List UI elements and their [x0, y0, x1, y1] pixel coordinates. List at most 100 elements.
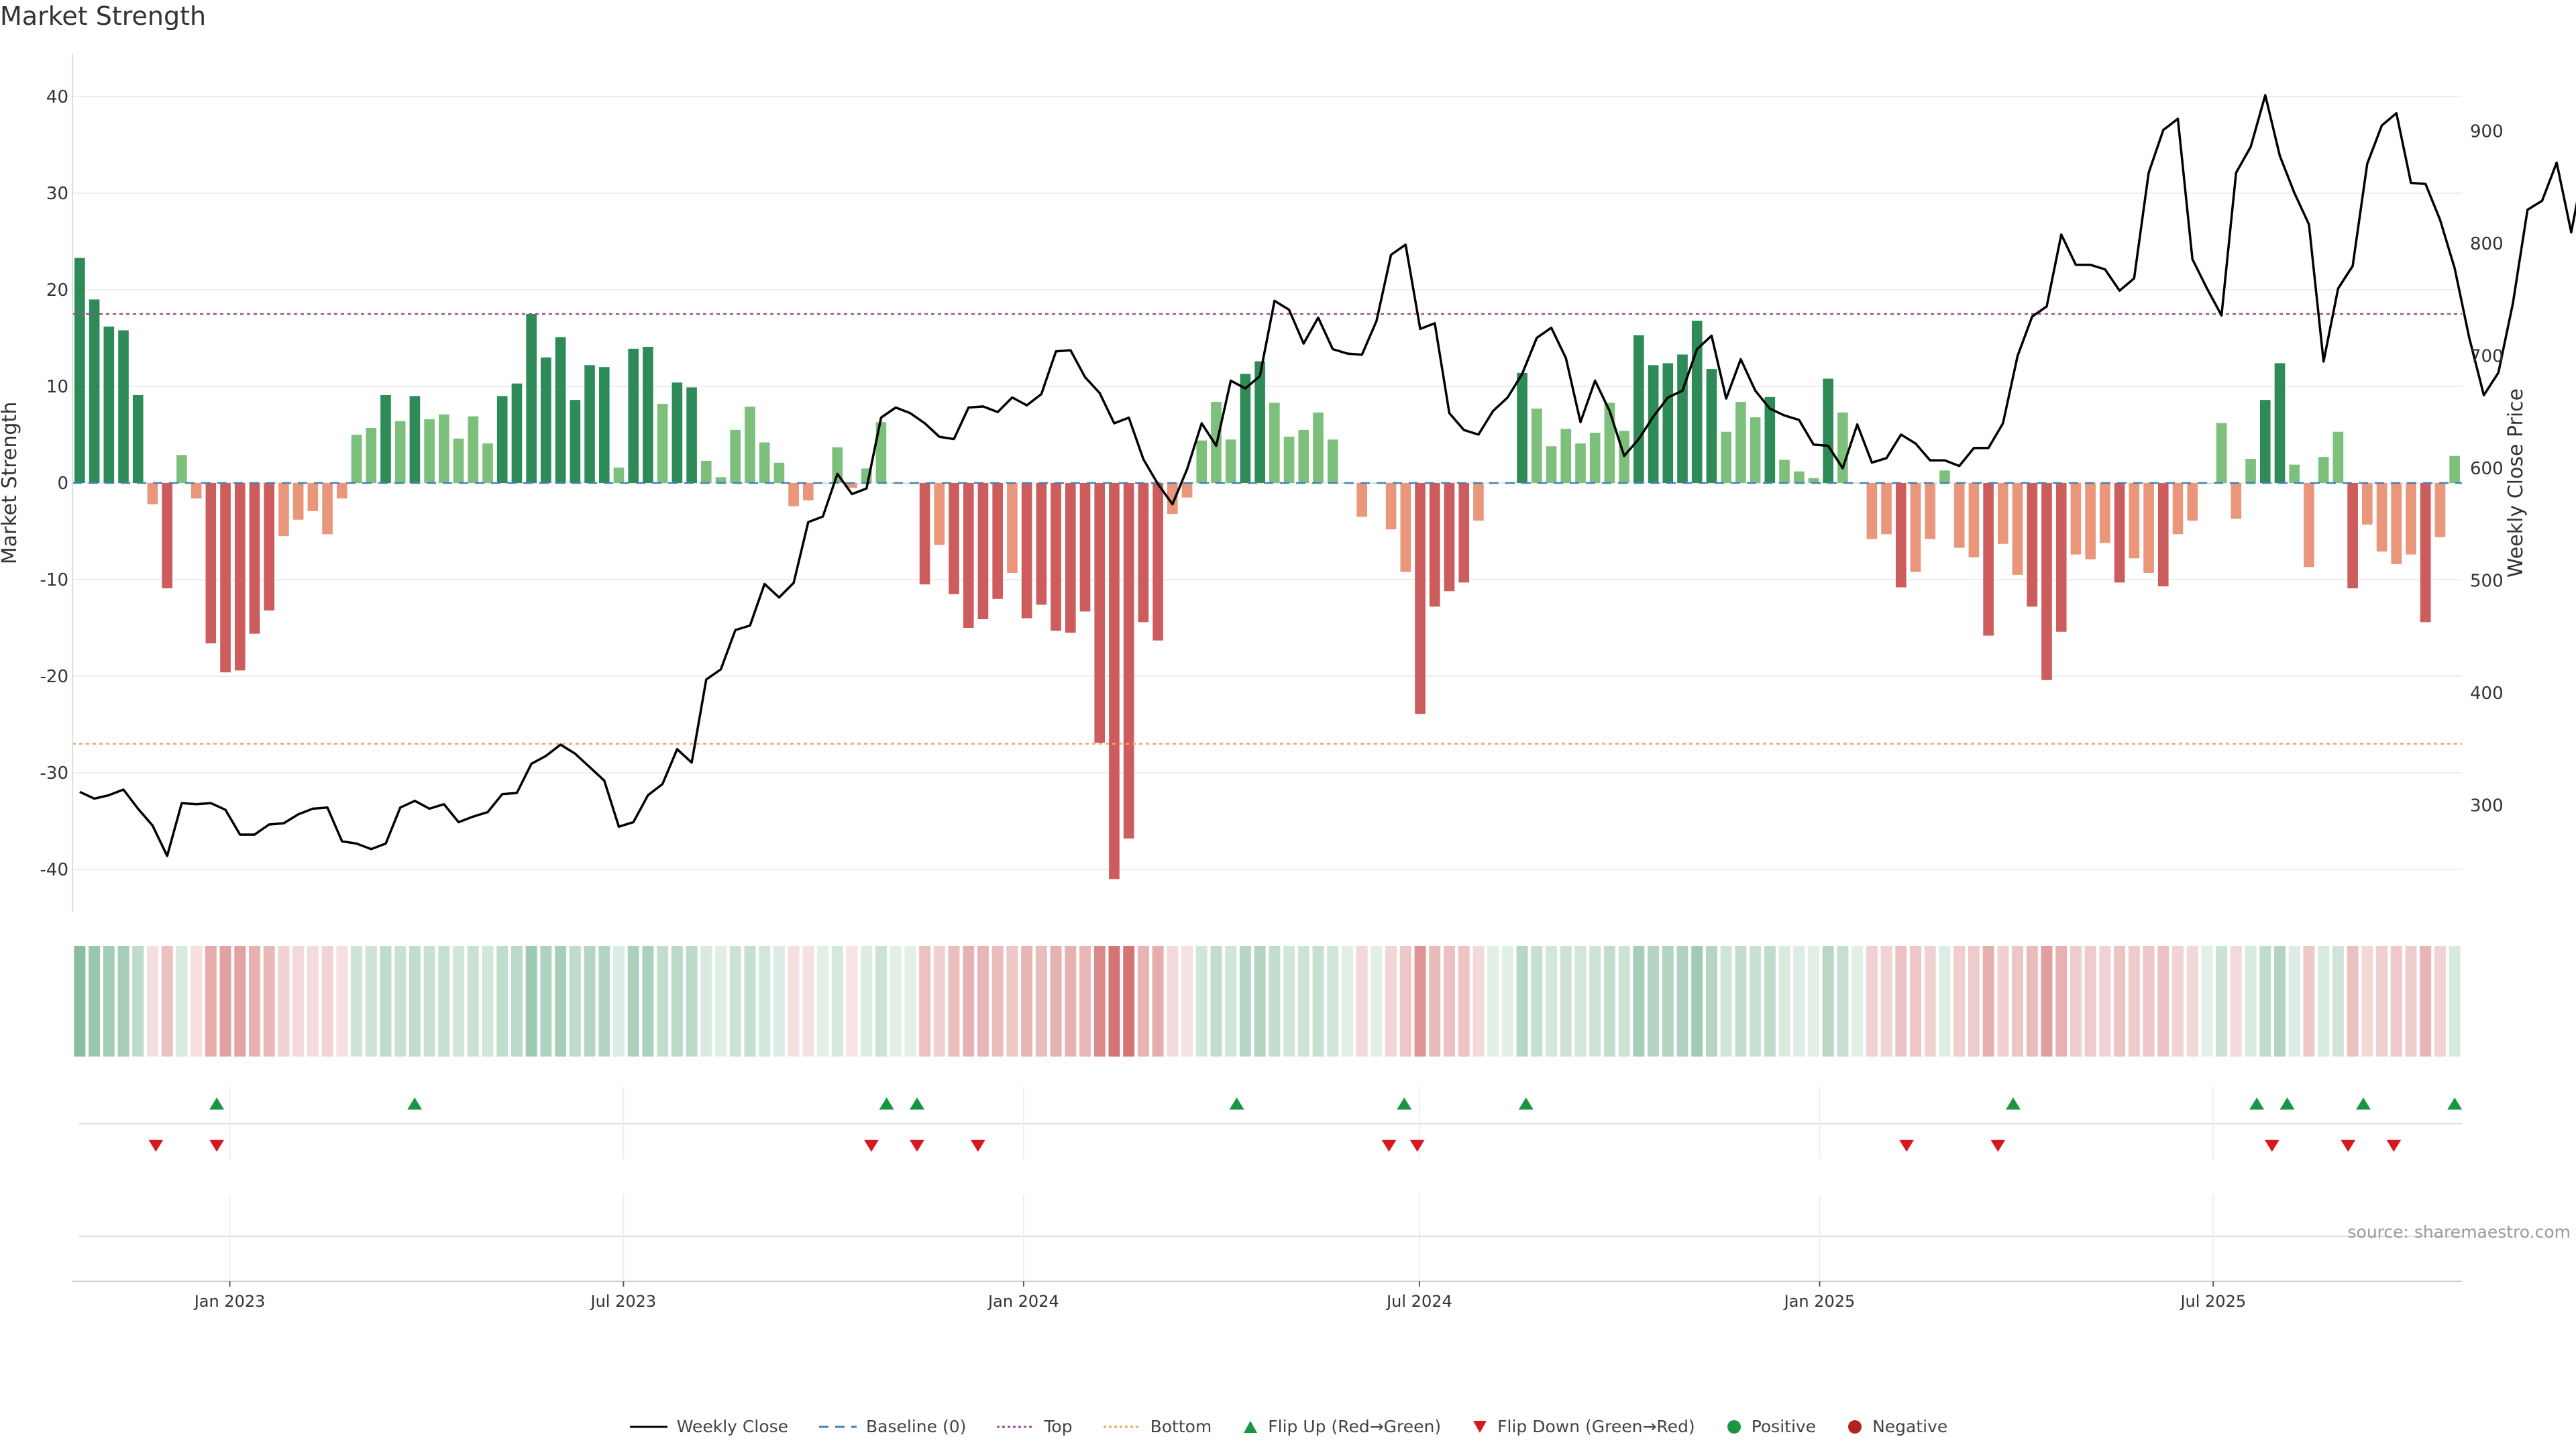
strength-bar: [1517, 372, 1527, 483]
strength-bar: [162, 483, 172, 588]
strength-bar: [1356, 483, 1367, 517]
heat-cell: [540, 946, 552, 1057]
heat-cell: [1297, 946, 1309, 1057]
heat-cell: [948, 946, 960, 1057]
y-tick-label: 0: [57, 474, 68, 494]
strength-bar: [1444, 483, 1455, 592]
strength-bar: [409, 396, 421, 483]
legend-item-baseline: Baseline (0): [818, 1417, 966, 1436]
heat-cell: [1880, 946, 1892, 1057]
strength-bar: [672, 382, 683, 483]
heat-cell: [292, 946, 305, 1057]
strength-bar: [1648, 365, 1659, 483]
heat-cell: [700, 946, 712, 1057]
heat-cell: [1531, 946, 1543, 1057]
flip-down-marker: [863, 1140, 879, 1152]
heat-cell: [802, 946, 814, 1057]
flip-down-marker: [2386, 1140, 2402, 1152]
heat-cell: [2186, 946, 2198, 1057]
heat-cell: [1035, 946, 1047, 1057]
heat-cell: [2171, 946, 2184, 1057]
strength-bar: [788, 483, 799, 506]
heat-cell: [1152, 946, 1164, 1057]
strength-bar: [2027, 483, 2038, 607]
heat-cell: [394, 946, 407, 1057]
dotted-line-icon: [997, 1426, 1035, 1428]
legend-label: Flip Up (Red→Green): [1268, 1417, 1442, 1436]
strength-bar: [1240, 374, 1251, 483]
strength-bar: [147, 483, 158, 504]
legend-label: Bottom: [1150, 1417, 1212, 1436]
strength-bar: [2114, 483, 2125, 583]
strength-bar: [1051, 483, 1061, 631]
heat-cell: [1501, 946, 1513, 1057]
heat-cell: [1444, 946, 1455, 1057]
heat-cell: [831, 946, 843, 1057]
heat-cell: [1065, 946, 1077, 1057]
legend-item-top: Top: [996, 1417, 1073, 1436]
y2-tick-label: 700: [2470, 347, 2504, 367]
strength-bar: [1458, 483, 1470, 583]
heat-cell: [2230, 946, 2242, 1057]
strength-bar: [2187, 483, 2198, 521]
heat-cell: [671, 946, 683, 1057]
heat-cell: [1050, 946, 1062, 1057]
strength-bar: [657, 403, 668, 483]
x-tick-label: Jan 2023: [193, 1292, 266, 1311]
strength-bar: [380, 394, 391, 483]
strength-bar: [2012, 483, 2023, 575]
strength-bar: [1575, 443, 1586, 483]
heat-cell: [2318, 946, 2330, 1057]
heat-cell: [1181, 946, 1193, 1057]
strength-bar: [1939, 470, 1950, 483]
strength-bar: [977, 483, 989, 620]
heat-cell: [2288, 946, 2300, 1057]
heat-cell: [1371, 946, 1383, 1057]
heat-cell: [1778, 946, 1790, 1057]
heat-cell: [569, 946, 581, 1057]
strength-bar: [424, 419, 435, 483]
heat-cell: [1808, 946, 1819, 1057]
heat-cell: [759, 946, 771, 1057]
heat-cell: [1648, 946, 1660, 1057]
strength-bar: [526, 314, 537, 483]
strength-bar: [1721, 431, 1731, 483]
heat-cell: [1924, 946, 1936, 1057]
strength-bar: [2143, 483, 2154, 573]
legend-item-positive: Positive: [1725, 1417, 1816, 1436]
heat-cell: [1093, 946, 1106, 1057]
flip-down-marker: [1409, 1140, 1425, 1152]
heat-cell: [846, 946, 858, 1057]
heat-cell: [1312, 946, 1324, 1057]
flip-down-marker: [1899, 1140, 1915, 1152]
strength-bar: [249, 483, 260, 634]
flip-down-marker: [1381, 1140, 1397, 1152]
strength-bar: [1313, 412, 1324, 483]
strength-bar: [2318, 457, 2329, 483]
triangle-down-icon: [1473, 1420, 1487, 1433]
strength-bar: [2406, 483, 2416, 555]
heat-cell: [1574, 946, 1587, 1057]
heat-cell: [1676, 946, 1688, 1057]
strength-bar: [1079, 483, 1091, 612]
strength-bar: [191, 483, 202, 499]
flip-up-marker: [2447, 1097, 2463, 1110]
weekly-close-line: [79, 94, 2576, 857]
heat-cell: [249, 946, 260, 1057]
strength-bar: [1677, 354, 1688, 483]
heat-cell: [904, 946, 916, 1057]
heat-cell: [1225, 946, 1237, 1057]
dotted-line-icon: [1103, 1426, 1141, 1428]
strength-bar: [1983, 483, 1994, 636]
heat-cell: [409, 946, 421, 1057]
heat-cell: [74, 946, 86, 1057]
flip-up-marker: [2279, 1097, 2295, 1110]
heat-cell: [1399, 946, 1411, 1057]
strength-bar: [1094, 483, 1106, 743]
y-tick-label: 20: [46, 280, 68, 301]
heat-cell: [598, 946, 610, 1057]
heat-cell: [715, 946, 727, 1057]
strength-bar: [1808, 478, 1819, 483]
heat-cell: [161, 946, 173, 1057]
strength-bars: [74, 258, 2460, 879]
